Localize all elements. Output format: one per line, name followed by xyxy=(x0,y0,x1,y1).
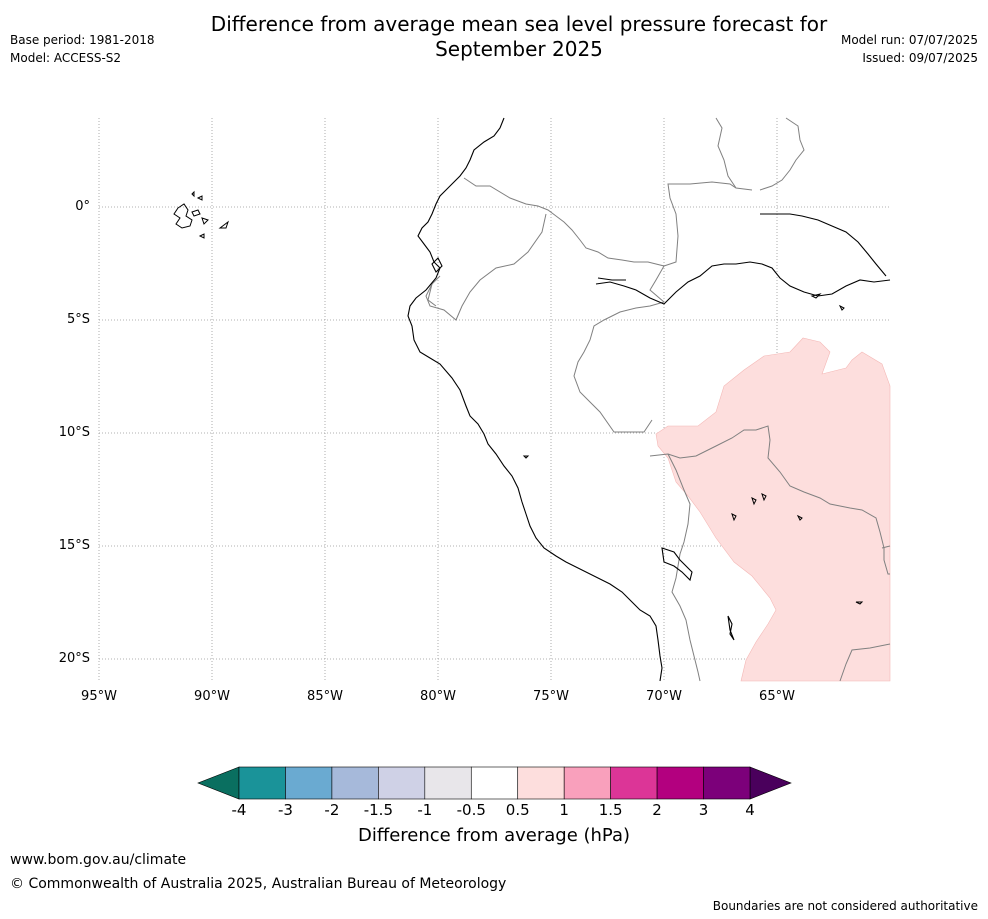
lon-tick-label: 75°W xyxy=(533,689,569,704)
lat-tick-label: 15°S xyxy=(58,538,90,553)
lat-tick-label: 0° xyxy=(75,199,90,214)
colorbar-tick-label: 1 xyxy=(559,801,569,819)
colorbar-tick-label: -1.5 xyxy=(363,801,393,819)
colorbar-extend-low xyxy=(197,766,240,800)
colorbar-tick-label: -3 xyxy=(277,801,293,819)
colorbar-swatch xyxy=(424,766,472,800)
title-line-1: Difference from average mean sea level p… xyxy=(210,12,828,36)
lat-tick-label: 5°S xyxy=(66,312,90,327)
colorbar-tick-label: -2 xyxy=(324,801,340,819)
lon-tick-label: 90°W xyxy=(194,689,230,704)
colorbar-swatch xyxy=(610,766,658,800)
colorbar-tick-label: -0.5 xyxy=(456,801,486,819)
colorbar xyxy=(197,766,792,800)
lat-tick-label: 10°S xyxy=(58,425,90,440)
anomaly-region xyxy=(655,337,891,682)
colorbar-title: Difference from average (hPa) xyxy=(357,825,631,846)
country-borders xyxy=(425,117,891,682)
colorbar-swatch xyxy=(703,766,751,800)
lon-tick-label: 85°W xyxy=(307,689,343,704)
model-run: Model run: 07/07/2025 xyxy=(840,33,978,47)
colorbar-tick-label: -4 xyxy=(231,801,247,819)
colorbar-swatch xyxy=(378,766,426,800)
colorbar-tick-label: 0.5 xyxy=(505,801,530,819)
lon-tick-label: 95°W xyxy=(81,689,117,704)
colorbar-extend-high xyxy=(749,766,792,800)
title-line-2: September 2025 xyxy=(435,37,603,61)
model-name: Model: ACCESS-S2 xyxy=(10,51,122,65)
lon-tick-label: 80°W xyxy=(420,689,456,704)
meta-left: Base period: 1981-2018 Model: ACCESS-S2 xyxy=(10,31,155,67)
colorbar-tick-label: 4 xyxy=(745,801,755,819)
colorbar-tick-label: -1 xyxy=(417,801,433,819)
colorbar-swatch xyxy=(238,766,286,800)
colorbar-tick-label: 3 xyxy=(698,801,709,819)
colorbar-tick-label: 2 xyxy=(652,801,662,819)
inland-lakes xyxy=(522,293,864,605)
colorbar-swatch xyxy=(517,766,565,800)
base-period: Base period: 1981-2018 xyxy=(10,33,155,47)
coastline xyxy=(407,117,891,682)
galapagos-islands xyxy=(173,190,229,239)
issued-date: Issued: 09/07/2025 xyxy=(862,51,978,65)
lon-tick-label: 65°W xyxy=(759,689,795,704)
meta-right: Model run: 07/07/2025 Issued: 09/07/2025 xyxy=(841,31,978,67)
colorbar-tick-label: 1.5 xyxy=(598,801,623,819)
footer-copyright: © Commonwealth of Australia 2025, Austra… xyxy=(10,876,507,892)
footer-disclaimer: Boundaries are not considered authoritat… xyxy=(712,899,978,913)
colorbar-swatch xyxy=(470,766,519,800)
map-title: Difference from average mean sea level p… xyxy=(150,12,888,62)
colorbar-swatch xyxy=(285,766,333,800)
colorbar-swatch xyxy=(331,766,379,800)
colorbar-swatch xyxy=(656,766,704,800)
footer-url[interactable]: www.bom.gov.au/climate xyxy=(10,852,187,868)
colorbar-swatch xyxy=(563,766,611,800)
lon-tick-label: 70°W xyxy=(646,689,682,704)
lat-tick-label: 20°S xyxy=(58,651,90,666)
